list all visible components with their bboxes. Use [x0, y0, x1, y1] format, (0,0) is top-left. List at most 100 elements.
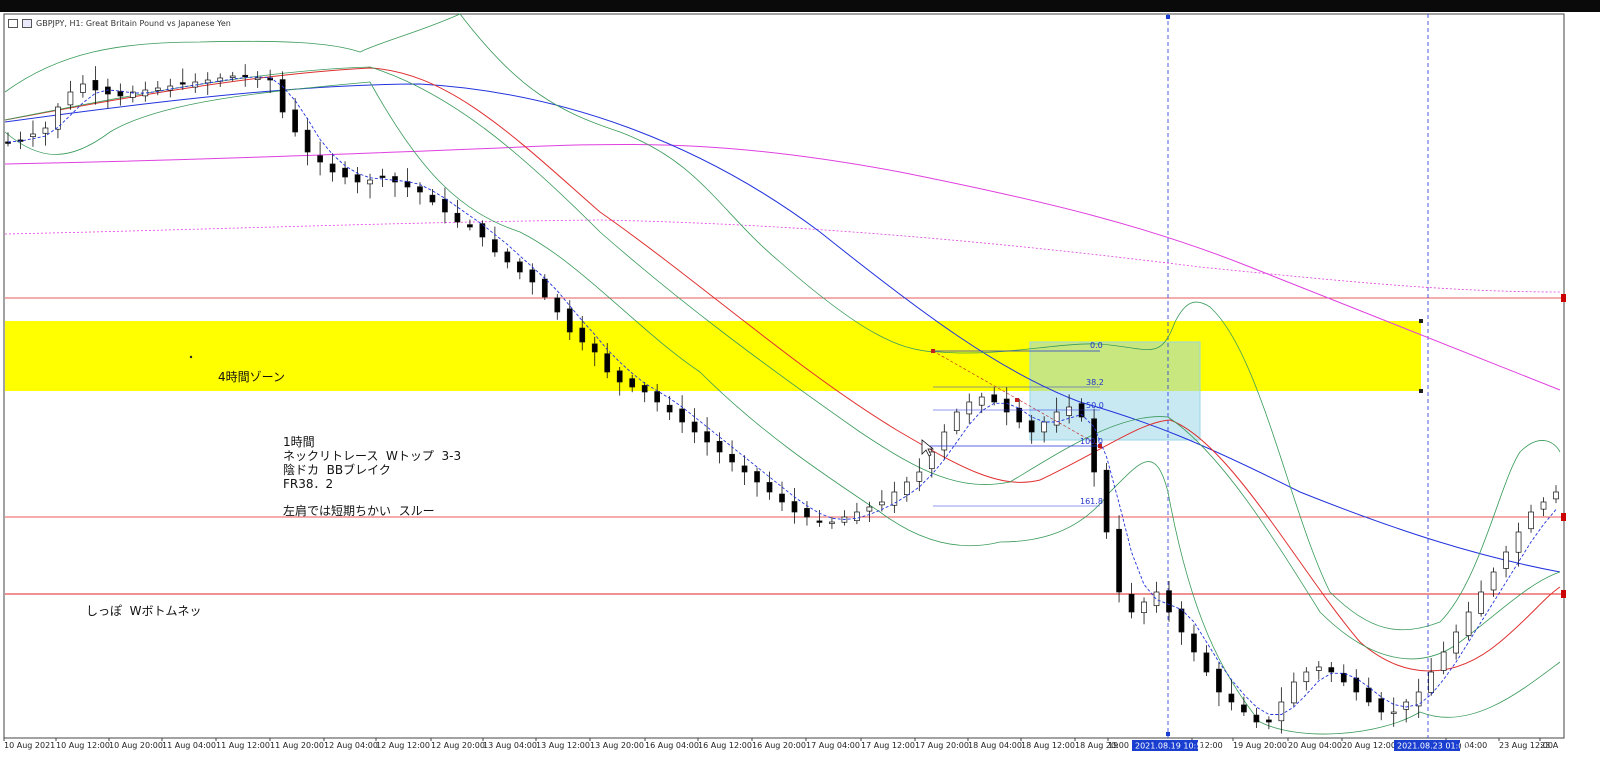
- candle-body: [204, 79, 211, 84]
- note-line-6: 左肩では短期ちかい スルー: [283, 504, 435, 518]
- ma-mid-line: [4, 83, 1561, 573]
- candle-body: [129, 91, 136, 98]
- line-price-tag-3: [1561, 590, 1566, 598]
- candle-body: [829, 521, 835, 524]
- candle-body: [1403, 701, 1410, 710]
- candle-body: [342, 167, 348, 178]
- cursor-time-label-1: 2021.08.19 10:52: [1132, 740, 1206, 751]
- x-tick-label: 17 Aug 20:00: [915, 741, 969, 750]
- candle-body: [30, 133, 36, 137]
- candle-body: [80, 83, 86, 93]
- candle-body: [379, 175, 386, 178]
- candle-body: [691, 421, 698, 433]
- candle-body: [329, 163, 336, 173]
- candle-body: [816, 520, 823, 523]
- price-chart[interactable]: 0.0 38.2 50.0 100.0 161.8 10 Aug 2021 10 …: [0, 12, 1600, 774]
- zone-label: 4時間ゾーン: [218, 370, 286, 384]
- candle-body: [928, 451, 935, 470]
- candle-body: [1490, 571, 1497, 591]
- x-tick-label: 20 Aug 04:00: [1288, 741, 1342, 750]
- svg-text:2021.08.19 10:52: 2021.08.19 10:52: [1135, 742, 1206, 751]
- candle-body: [916, 471, 923, 482]
- candle-body: [1415, 691, 1422, 707]
- x-tick-label: 17 Aug 12:00: [861, 741, 915, 750]
- fib-label-161: 161.8: [1080, 497, 1103, 506]
- candle-body: [1440, 651, 1447, 671]
- candle-body: [854, 511, 860, 522]
- svg-text:2021.08.23 01:00: 2021.08.23 01:00: [1397, 742, 1468, 751]
- candle-body: [641, 385, 648, 393]
- x-tick-label: 16 Aug 12:00: [698, 741, 752, 750]
- candle-body: [579, 327, 586, 343]
- candle-body: [1016, 407, 1023, 423]
- candle-body: [1178, 608, 1185, 633]
- candle-body: [1028, 420, 1035, 433]
- candle-body: [304, 129, 311, 153]
- x-tick-label: 20 Aug 12:00: [1342, 741, 1396, 750]
- line-price-tag-2: [1561, 513, 1566, 521]
- x-tick-label: g 12:00: [1192, 741, 1223, 750]
- candle-body: [354, 174, 361, 183]
- time-axis: 10 Aug 2021 10 Aug 12:00 10 Aug 20:00 11 Au…: [3, 738, 1559, 750]
- fib-label-0: 0.0: [1090, 341, 1103, 350]
- candle-body: [554, 297, 561, 313]
- candle-body: [1365, 687, 1372, 703]
- x-tick-label: 18 Aug 04:00: [968, 741, 1022, 750]
- candle-body: [367, 179, 373, 185]
- candle-body: [105, 86, 111, 95]
- ma-slow-line: [4, 143, 1561, 391]
- candle-body: [566, 308, 573, 333]
- x-tick-label: 17 Aug 04:00: [806, 741, 860, 750]
- candle-body: [1091, 418, 1097, 473]
- x-tick-label: 12 Aug 20:00: [431, 741, 485, 750]
- candle-body: [1066, 406, 1072, 416]
- candle-body: [1241, 704, 1247, 713]
- candle-body: [891, 491, 898, 506]
- candle-body: [903, 481, 910, 495]
- note-line-2: ネックリトレース Wトップ 3-3: [283, 449, 462, 463]
- candle-body: [591, 343, 598, 353]
- candle-body: [604, 353, 611, 373]
- candle-body: [991, 394, 998, 403]
- x-tick-label: 19: [1108, 741, 1118, 750]
- fib-anchor-2: [1015, 398, 1019, 402]
- candle-body: [779, 493, 785, 503]
- candle-body: [92, 80, 99, 91]
- candle-body: [242, 74, 249, 78]
- candle-body: [791, 501, 798, 513]
- candle-body: [1216, 668, 1222, 693]
- candle-body: [1303, 671, 1310, 683]
- x-tick-label: 11 Aug 12:00: [216, 741, 270, 750]
- x-tick-label: 10 Aug 2021: [4, 741, 55, 750]
- candle-body: [1340, 672, 1347, 683]
- x-tick-label: 13 Aug 04:00: [483, 741, 537, 750]
- chart-title-bar: GBPJPY, H1: Great Britain Pound vs Japan…: [8, 16, 231, 30]
- fib-anchor-3: [1098, 444, 1102, 448]
- x-tick-label: 16 Aug 04:00: [645, 741, 699, 750]
- candle-body: [167, 85, 174, 91]
- cursor-handle-bottom: [1166, 732, 1170, 736]
- candle-body: [1503, 551, 1509, 569]
- candle-body: [1053, 411, 1060, 426]
- candle-body: [766, 482, 773, 493]
- chart-menu-icon[interactable]: [8, 18, 18, 28]
- candle-body: [879, 501, 885, 506]
- x-tick-label: 23 Aug 12:00: [1499, 741, 1553, 750]
- candle-body: [404, 181, 411, 188]
- chart-window-icon[interactable]: [22, 18, 32, 28]
- fibonacci-tool: 0.0 38.2 50.0 100.0 161.8: [925, 341, 1104, 507]
- candle-body: [716, 440, 723, 453]
- candle-body: [504, 251, 511, 263]
- x-tick-label: 12 Aug 04:00: [324, 741, 378, 750]
- candle-body: [978, 396, 985, 406]
- candle-body: [616, 370, 623, 383]
- x-tick-label: Aug 04:00: [1446, 741, 1487, 750]
- candle-body: [1153, 591, 1160, 607]
- candle-body: [1515, 531, 1522, 553]
- candle-body: [729, 453, 735, 463]
- candle-body: [467, 224, 473, 228]
- candle-body: [629, 378, 636, 388]
- candle-body: [279, 79, 286, 113]
- candle-body: [516, 261, 523, 273]
- candle-body: [1328, 667, 1335, 673]
